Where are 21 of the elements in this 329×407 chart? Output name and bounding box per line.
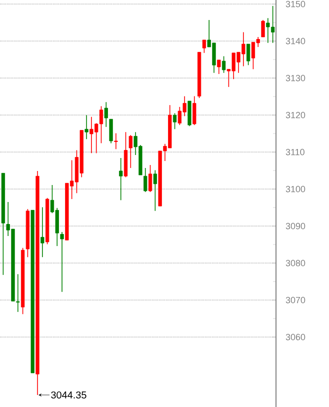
y-tick-label: 3090 [286, 222, 306, 230]
candlestick [202, 40, 206, 54]
y-tick-label: 3070 [286, 296, 306, 304]
candlestick [153, 170, 157, 212]
y-tick-label: 3080 [286, 260, 306, 266]
candlestick [1, 172, 6, 276]
y-tick-label: 3100 [286, 186, 306, 192]
y-tick-label: 3060 [286, 334, 306, 340]
candlestick [119, 158, 123, 201]
y-tick-label: 3120 [286, 112, 306, 118]
y-tick-label: 3130 [286, 74, 306, 82]
candlestick [114, 132, 118, 150]
candlestick [172, 112, 177, 130]
candlestick [222, 56, 226, 74]
candlestick [45, 198, 50, 245]
y-tick-label: 3110 [286, 148, 304, 156]
y-tick-label: 3150 [286, 0, 306, 8]
y-tick-label: 3140 [286, 38, 306, 44]
candlestick [217, 60, 221, 74]
annotation: 3044.35 [51, 391, 86, 398]
candlestick [30, 210, 34, 374]
